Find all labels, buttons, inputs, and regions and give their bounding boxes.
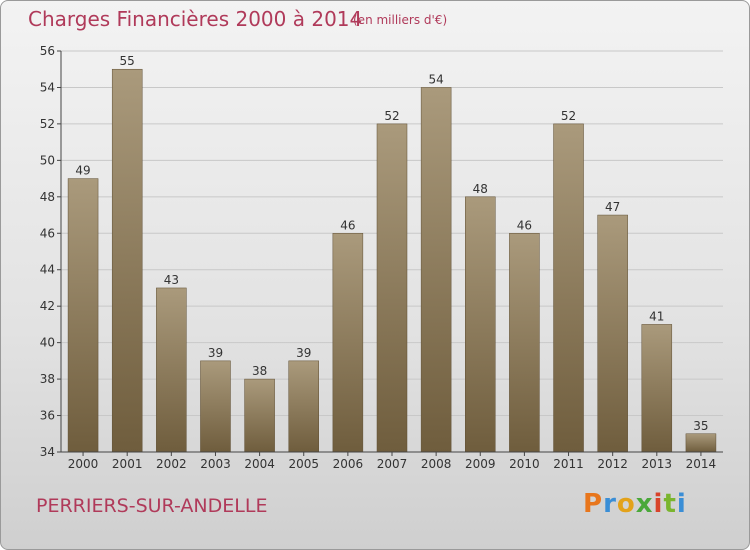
y-tick-label: 48 bbox=[40, 190, 55, 204]
value-label-2011: 52 bbox=[561, 109, 576, 123]
logo-letter: i bbox=[676, 489, 687, 519]
y-tick-label: 56 bbox=[40, 44, 55, 58]
commune-name: PERRIERS-SUR-ANDELLE bbox=[36, 495, 268, 517]
bar-2009 bbox=[465, 196, 496, 453]
x-tick-label-2010: 2010 bbox=[509, 457, 540, 471]
logo-letter: t bbox=[663, 489, 677, 519]
x-tick-label-2004: 2004 bbox=[244, 457, 275, 471]
proxiti-logo[interactable]: Proxiti bbox=[583, 489, 687, 519]
bar-2010 bbox=[509, 233, 540, 453]
value-label-2009: 48 bbox=[473, 182, 488, 196]
bar-2008 bbox=[420, 87, 452, 453]
bar-2013 bbox=[641, 324, 673, 453]
bar-2011 bbox=[553, 123, 584, 453]
value-label-2014: 35 bbox=[693, 419, 708, 433]
bar-2006 bbox=[332, 233, 364, 453]
x-tick-label-2013: 2013 bbox=[642, 457, 673, 471]
x-tick-label-2009: 2009 bbox=[465, 457, 496, 471]
value-label-2006: 46 bbox=[340, 218, 355, 232]
logo-letter: i bbox=[653, 489, 664, 519]
value-label-2008: 54 bbox=[428, 72, 443, 86]
bar-2004 bbox=[244, 378, 275, 453]
bar-2014 bbox=[685, 433, 717, 453]
value-label-2002: 43 bbox=[164, 273, 179, 287]
logo-letter: r bbox=[603, 489, 617, 519]
y-tick-label: 50 bbox=[40, 153, 55, 167]
value-label-2012: 47 bbox=[605, 200, 620, 214]
chart-subtitle: (en milliers d'€) bbox=[353, 13, 448, 27]
y-tick-label: 46 bbox=[40, 226, 55, 240]
bar-2012 bbox=[597, 214, 628, 453]
x-tick-label-2003: 2003 bbox=[200, 457, 231, 471]
y-tick-label: 42 bbox=[40, 299, 55, 313]
x-tick-label-2011: 2011 bbox=[553, 457, 584, 471]
x-tick-label-2001: 2001 bbox=[112, 457, 143, 471]
x-tick-label-2006: 2006 bbox=[333, 457, 364, 471]
bar-2001 bbox=[111, 68, 143, 453]
x-tick-label-2005: 2005 bbox=[288, 457, 319, 471]
value-label-2003: 39 bbox=[208, 346, 223, 360]
x-tick-label-2002: 2002 bbox=[156, 457, 187, 471]
y-tick-label: 34 bbox=[40, 445, 55, 459]
x-tick-label-2014: 2014 bbox=[686, 457, 717, 471]
y-tick-label: 38 bbox=[40, 372, 55, 386]
bar-2003 bbox=[200, 360, 231, 453]
bar-2007 bbox=[376, 123, 408, 453]
value-label-2005: 39 bbox=[296, 346, 311, 360]
value-label-2007: 52 bbox=[384, 109, 399, 123]
y-tick-label: 36 bbox=[40, 409, 55, 423]
x-tick-label-2012: 2012 bbox=[597, 457, 628, 471]
x-tick-label-2007: 2007 bbox=[377, 457, 408, 471]
bar-2002 bbox=[156, 287, 187, 453]
y-tick-label: 40 bbox=[40, 336, 55, 350]
value-label-2004: 38 bbox=[252, 364, 267, 378]
logo-letter: P bbox=[583, 489, 604, 519]
x-tick-label-2000: 2000 bbox=[68, 457, 99, 471]
x-tick-label-2008: 2008 bbox=[421, 457, 452, 471]
value-label-2010: 46 bbox=[517, 218, 532, 232]
value-label-2001: 55 bbox=[120, 54, 135, 68]
bar-2005 bbox=[288, 360, 319, 453]
y-tick-label: 54 bbox=[40, 80, 55, 94]
value-label-2013: 41 bbox=[649, 309, 664, 323]
logo-letter: o bbox=[616, 489, 636, 519]
logo-letter: x bbox=[635, 489, 654, 519]
bar-2000 bbox=[67, 178, 99, 453]
y-tick-label: 44 bbox=[40, 263, 55, 277]
y-tick-label: 52 bbox=[40, 117, 55, 131]
value-label-2000: 49 bbox=[75, 164, 90, 178]
chart-title: Charges Financières 2000 à 2014 bbox=[28, 7, 363, 31]
